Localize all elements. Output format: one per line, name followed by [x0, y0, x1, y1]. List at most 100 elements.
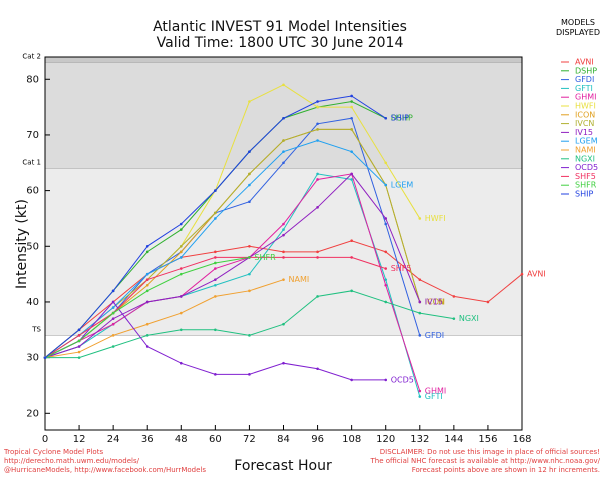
data-point	[384, 161, 388, 165]
data-point	[316, 172, 319, 176]
series-line	[44, 173, 421, 397]
data-point	[111, 311, 115, 315]
data-point	[145, 289, 149, 293]
data-point	[384, 283, 388, 287]
data-point	[179, 267, 183, 270]
x-tick-label: 168	[512, 434, 531, 445]
data-point	[316, 250, 319, 254]
x-tick-label: 36	[141, 434, 154, 445]
data-point	[111, 317, 115, 320]
series-end-label: SHFR	[254, 253, 276, 262]
y-tick-label: 20	[26, 408, 39, 419]
data-point	[145, 250, 149, 254]
data-point	[179, 361, 183, 365]
data-point	[145, 244, 149, 248]
x-tick-label: 24	[107, 434, 120, 445]
data-point	[316, 295, 319, 298]
data-point	[316, 128, 319, 131]
data-point	[350, 116, 353, 120]
x-tick-label: 144	[444, 434, 463, 445]
series-end-label: GHMI	[425, 387, 446, 396]
legend-label: IV15	[575, 128, 593, 137]
series-end-label: NGXI	[459, 314, 479, 323]
data-point	[418, 300, 422, 304]
data-point	[350, 128, 353, 131]
data-point	[384, 300, 388, 304]
data-point	[384, 116, 388, 120]
x-tick-label: 120	[376, 434, 395, 445]
data-point	[418, 278, 422, 281]
chart-title: Atlantic INVEST 91 Model Intensities	[153, 19, 407, 35]
data-point	[214, 328, 217, 332]
data-point	[316, 139, 319, 142]
data-point	[145, 283, 149, 287]
series-end-label: GFTI	[425, 392, 443, 401]
footer-right: DISCLAIMER: Do not use this image in pla…	[380, 448, 600, 456]
data-point	[316, 178, 319, 181]
y-tick-label: 60	[26, 186, 39, 197]
y-axis-label: Intensity (kt)	[14, 199, 30, 289]
data-point	[248, 172, 251, 176]
x-tick-label: 108	[342, 434, 361, 445]
series-end-label: HWFI	[425, 214, 446, 223]
y-tick-label: 70	[26, 130, 39, 141]
data-point	[214, 283, 217, 287]
data-point	[214, 278, 217, 281]
data-point	[214, 373, 217, 376]
data-point	[145, 334, 149, 337]
series-end-label: GFDI	[425, 331, 444, 340]
data-point	[384, 278, 388, 281]
legend-label: GFDI	[575, 75, 594, 84]
data-point	[282, 278, 285, 281]
data-point	[282, 361, 285, 365]
data-point	[214, 267, 217, 270]
data-point	[282, 256, 285, 259]
data-point	[316, 105, 319, 109]
series-end-label: AVNI	[527, 270, 546, 279]
data-point	[248, 373, 251, 376]
data-point	[282, 228, 285, 231]
data-point	[179, 256, 183, 259]
data-point	[77, 356, 81, 359]
footer-left: Tropical Cyclone Model Plots	[3, 448, 103, 456]
data-point	[418, 217, 422, 220]
data-point	[316, 256, 319, 259]
data-point	[248, 200, 251, 204]
legend-label: GFTI	[575, 84, 593, 93]
legend-label: SHIP	[575, 190, 593, 199]
data-point	[248, 244, 251, 248]
data-point	[145, 322, 149, 326]
data-point	[316, 206, 319, 209]
x-tick-label: 0	[42, 434, 48, 445]
x-tick-label: 12	[73, 434, 86, 445]
data-point	[384, 217, 388, 220]
legend-label: GHMI	[575, 93, 596, 102]
series-end-label: IVCN	[425, 297, 444, 306]
data-point	[179, 272, 183, 276]
data-point	[248, 150, 251, 153]
y-tick-label: 40	[26, 297, 39, 308]
series-end-label: LGEM	[391, 181, 414, 190]
threshold-label: TS	[31, 325, 41, 333]
threshold-label: Cat 2	[22, 53, 41, 61]
data-point	[350, 105, 353, 109]
data-point	[282, 322, 285, 326]
series-end-label: DSHP	[391, 114, 413, 123]
data-point	[418, 311, 422, 315]
data-point	[43, 356, 47, 359]
x-tick-label: 156	[478, 434, 497, 445]
data-point	[179, 250, 183, 254]
data-point	[248, 272, 251, 276]
series-end-label: IV15	[425, 297, 443, 306]
series-line	[44, 279, 284, 359]
data-point	[77, 339, 81, 343]
data-point	[384, 250, 388, 254]
y-tick-label: 50	[26, 241, 39, 252]
data-point	[179, 295, 183, 298]
data-point	[316, 122, 319, 126]
data-point	[282, 139, 285, 142]
data-point	[179, 244, 183, 248]
data-point	[282, 161, 285, 165]
y-tick-label: 30	[26, 353, 39, 364]
series-line	[44, 173, 421, 359]
